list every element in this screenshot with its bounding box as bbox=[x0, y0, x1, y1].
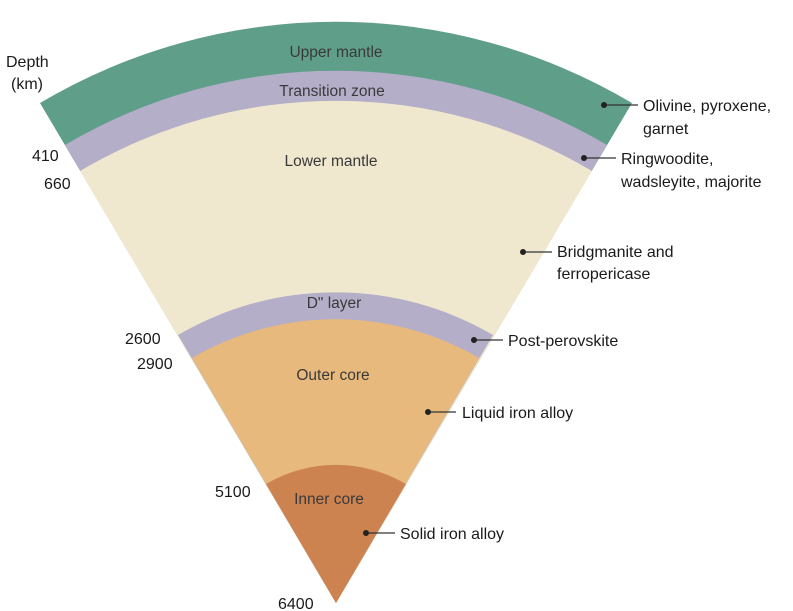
bridgmanite-label-line1: Bridgmanite and bbox=[557, 244, 674, 261]
callout-bridgmanite bbox=[520, 249, 552, 255]
inner-core-band bbox=[266, 464, 406, 603]
depth-660: 660 bbox=[44, 176, 71, 193]
bridgmanite-label-line2: ferropericase bbox=[557, 266, 650, 283]
solid-iron-label: Solid iron alloy bbox=[400, 526, 504, 543]
callout-dot bbox=[363, 530, 369, 536]
callout-ringwoodite bbox=[581, 155, 616, 161]
callout-dot bbox=[520, 249, 526, 255]
callout-liquid-iron bbox=[425, 409, 456, 415]
d-layer-label: D" layer bbox=[307, 295, 362, 312]
callout-dot bbox=[471, 337, 477, 343]
inner-core-label: Inner core bbox=[294, 491, 364, 508]
ringwoodite-label-line2: wadsleyite, majorite bbox=[620, 174, 762, 191]
ringwoodite-label-line1: Ringwoodite, bbox=[621, 151, 714, 168]
depth-5100: 5100 bbox=[215, 484, 251, 501]
depth-axis-unit: (km) bbox=[11, 76, 43, 93]
lower-mantle-label: Lower mantle bbox=[284, 153, 377, 170]
liquid-iron-label: Liquid iron alloy bbox=[462, 405, 573, 422]
callout-dot bbox=[425, 409, 431, 415]
outer-core-band bbox=[192, 319, 479, 603]
upper-mantle-label: Upper mantle bbox=[289, 44, 382, 61]
postperovskite-label: Post-perovskite bbox=[508, 333, 618, 350]
depth-axis-title: Depth bbox=[6, 54, 49, 71]
callout-dot bbox=[581, 155, 587, 161]
callout-postperovskite bbox=[471, 337, 503, 343]
olivine-label-line1: Olivine, pyroxene, bbox=[643, 98, 771, 115]
depth-410: 410 bbox=[32, 148, 59, 165]
callout-dot bbox=[601, 102, 607, 108]
callout-solid-iron bbox=[363, 530, 395, 536]
depth-2600: 2600 bbox=[125, 331, 161, 348]
olivine-label-line2: garnet bbox=[643, 121, 689, 138]
transition-zone-label: Transition zone bbox=[279, 83, 384, 100]
depth-6400: 6400 bbox=[278, 596, 314, 611]
depth-2900: 2900 bbox=[137, 356, 173, 373]
outer-core-label: Outer core bbox=[296, 367, 369, 384]
callout-olivine bbox=[601, 102, 638, 108]
